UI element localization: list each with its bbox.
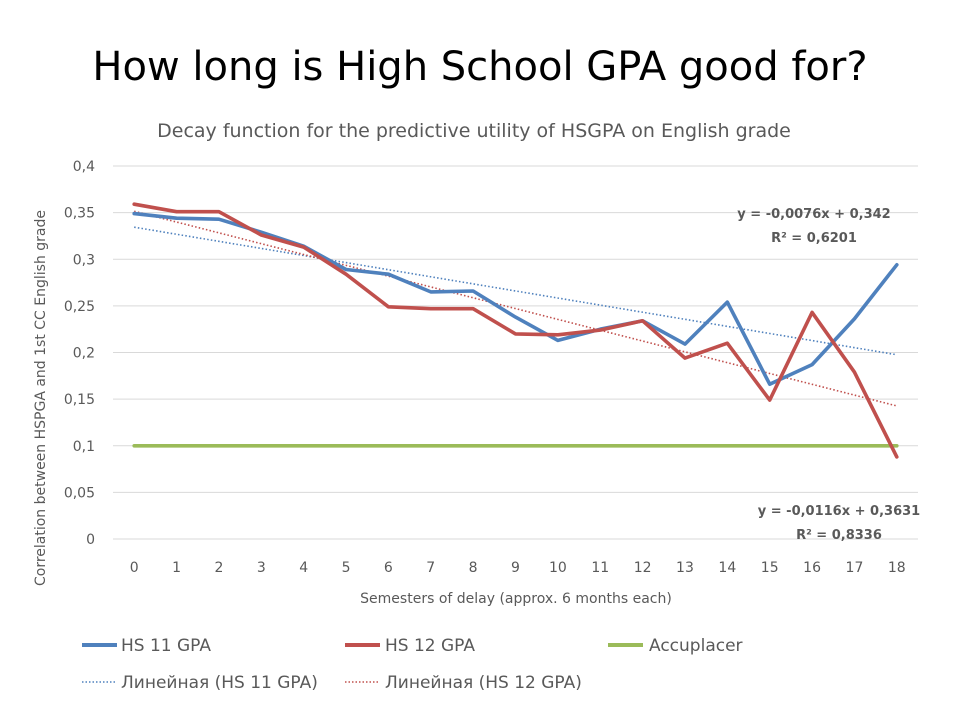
legend-item-accuplacer: Accuplacer — [608, 636, 743, 656]
legend-label-hs12: HS 12 GPA — [385, 636, 475, 656]
x-tick-label-1: 1 — [172, 560, 181, 576]
legend-label-trend-hs11: Линейная (HS 11 GPA) — [121, 673, 318, 693]
x-axis-label: Semesters of delay (approx. 6 months eac… — [360, 591, 672, 607]
y-tick-label-5: 0,25 — [64, 299, 95, 315]
x-tick-label-18: 18 — [888, 560, 906, 576]
x-tick-label-16: 16 — [803, 560, 821, 576]
y-tick-label-4: 0,2 — [73, 346, 95, 362]
series-layer — [132, 202, 899, 459]
y-tick-label-8: 0,4 — [73, 159, 95, 175]
x-axis-ticks: 0 1 2 3 4 5 6 7 8 9 10 11 12 13 14 15 16 17 18 — [130, 560, 906, 576]
legend-item-hs12: HS 12 GPA — [345, 636, 475, 656]
trend-hs12-r2: R² = 0,8336 — [796, 528, 882, 543]
x-tick-label-5: 5 — [342, 560, 351, 576]
y-tick-label-7: 0,35 — [64, 206, 95, 222]
trendline-1 — [133, 210, 898, 407]
y-axis-ticks: 0 0,05 0,1 0,15 0,2 0,25 0,3 0,35 0,4 — [64, 159, 95, 548]
y-tick-label-6: 0,3 — [73, 252, 95, 268]
trend-hs11-equation: y = -0,0076x + 0,342 — [737, 207, 890, 222]
x-tick-label-3: 3 — [257, 560, 266, 576]
legend-item-trend-hs11: Линейная (HS 11 GPA) — [82, 673, 318, 693]
x-tick-label-14: 14 — [718, 560, 736, 576]
chart-title: Decay function for the predictive utilit… — [157, 120, 791, 142]
trend-hs11-r2: R² = 0,6201 — [771, 231, 857, 246]
y-tick-label-2: 0,1 — [73, 439, 95, 455]
slide-title: How long is High School GPA good for? — [92, 44, 868, 90]
y-tick-label-0: 0 — [86, 532, 95, 548]
trendlines-layer — [133, 210, 898, 407]
x-tick-label-9: 9 — [511, 560, 520, 576]
x-tick-label-7: 7 — [426, 560, 435, 576]
x-tick-label-10: 10 — [549, 560, 567, 576]
trendline-0 — [134, 226, 897, 356]
x-tick-label-12: 12 — [634, 560, 652, 576]
legend-label-accuplacer: Accuplacer — [649, 636, 743, 656]
legend-label-trend-hs12: Линейная (HS 12 GPA) — [385, 673, 582, 693]
x-tick-label-4: 4 — [299, 560, 308, 576]
x-tick-label-11: 11 — [591, 560, 609, 576]
series-line-1 — [132, 202, 899, 459]
x-tick-label-2: 2 — [214, 560, 223, 576]
y-tick-label-3: 0,15 — [64, 392, 95, 408]
legend-item-hs11: HS 11 GPA — [82, 636, 211, 656]
x-tick-label-15: 15 — [761, 560, 779, 576]
legend-label-hs11: HS 11 GPA — [121, 636, 211, 656]
y-axis-label: Correlation between HSPGA and 1st CC Eng… — [33, 210, 49, 586]
trend-hs12-equation: y = -0,0116x + 0,3631 — [758, 504, 920, 519]
x-tick-label-13: 13 — [676, 560, 694, 576]
legend-item-trend-hs12: Линейная (HS 12 GPA) — [345, 673, 582, 693]
x-tick-label-17: 17 — [846, 560, 864, 576]
x-tick-label-6: 6 — [384, 560, 393, 576]
x-tick-label-0: 0 — [130, 560, 139, 576]
x-tick-label-8: 8 — [469, 560, 478, 576]
legend: HS 11 GPA HS 12 GPA Accuplacer Линейная … — [82, 636, 743, 693]
series-line-0 — [132, 211, 899, 387]
y-tick-label-1: 0,05 — [64, 485, 95, 501]
